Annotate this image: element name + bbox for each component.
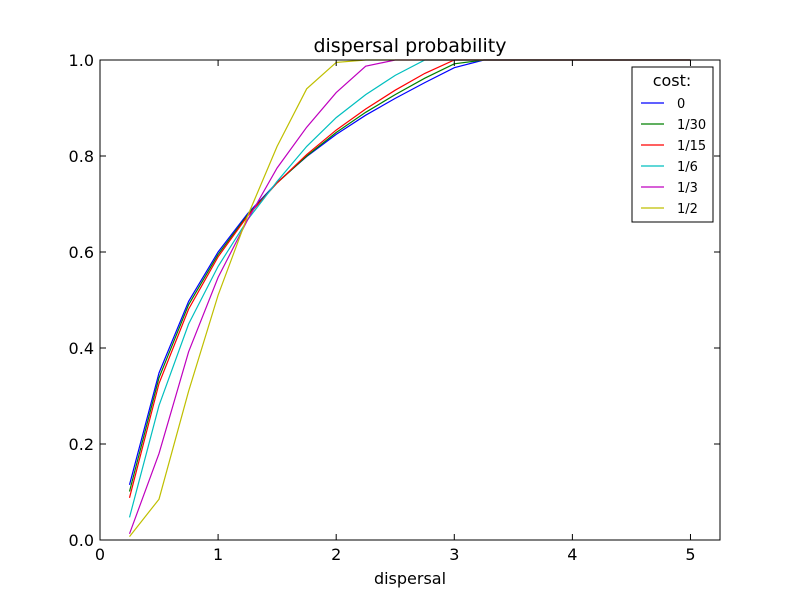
y-tick-label: 0.8 bbox=[69, 147, 94, 166]
chart-title: dispersal probability bbox=[313, 35, 506, 57]
x-tick-label: 5 bbox=[685, 545, 695, 564]
legend-label-2: 1/15 bbox=[677, 139, 706, 154]
legend-label-1: 1/30 bbox=[677, 118, 706, 133]
x-axis-label: dispersal bbox=[374, 569, 446, 588]
x-tick-label: 1 bbox=[213, 545, 223, 564]
y-tick-label: 0.2 bbox=[69, 435, 94, 454]
plot-area bbox=[128, 59, 691, 537]
x-tick-label: 2 bbox=[331, 545, 341, 564]
plot-frame bbox=[99, 59, 721, 541]
y-tick-label: 0.6 bbox=[69, 243, 94, 262]
x-tick-label: 0 bbox=[95, 545, 105, 564]
series-line-4 bbox=[128, 59, 691, 535]
legend: cost: 0 1/30 1/15 1/6 1/3 1/2 bbox=[631, 66, 714, 223]
series-line-2 bbox=[128, 59, 691, 498]
legend-label-4: 1/3 bbox=[677, 181, 698, 196]
y-tick-label: 0.0 bbox=[69, 531, 94, 550]
series-line-5 bbox=[129, 59, 691, 537]
x-tick-label: 3 bbox=[449, 545, 459, 564]
y-axis: 0.0 0.2 0.4 0.6 0.8 1.0 bbox=[69, 51, 720, 550]
y-tick-label: 0.4 bbox=[69, 339, 94, 358]
legend-label-5: 1/2 bbox=[677, 202, 698, 217]
legend-entries: 0 1/30 1/15 1/6 1/3 1/2 bbox=[641, 97, 706, 217]
series-line-0 bbox=[128, 59, 691, 485]
legend-label-0: 0 bbox=[677, 97, 685, 112]
legend-label-3: 1/6 bbox=[677, 160, 698, 175]
x-axis: 0 1 2 3 4 5 bbox=[95, 60, 696, 564]
y-tick-label: 1.0 bbox=[69, 51, 94, 70]
legend-title: cost: bbox=[653, 71, 692, 90]
x-tick-label: 4 bbox=[567, 545, 577, 564]
